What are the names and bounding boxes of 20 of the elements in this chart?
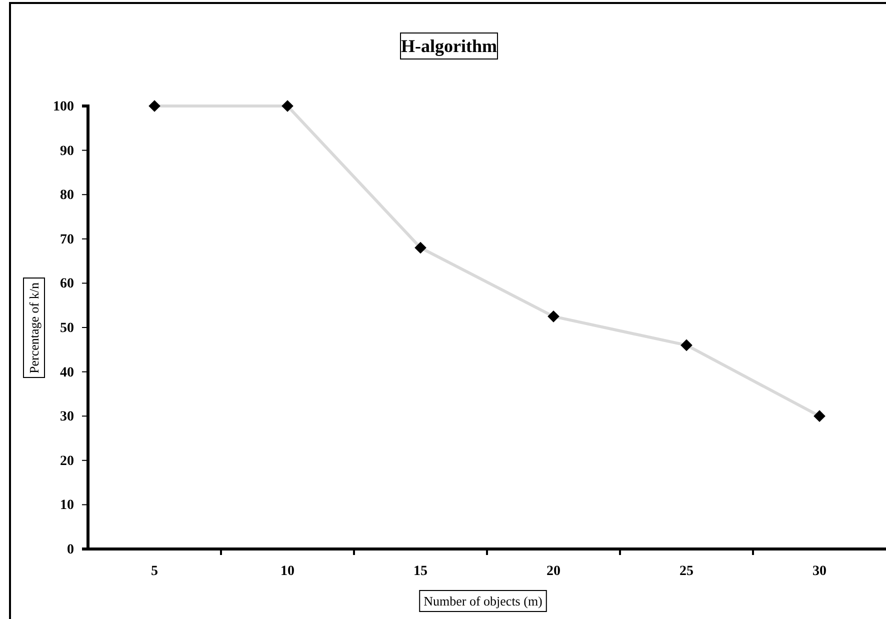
x-tick-label: 5 [151, 564, 158, 579]
x-tick-label: 25 [680, 564, 694, 579]
x-axis-title: Number of objects (m) [424, 594, 542, 608]
x-tick-label: 15 [414, 564, 428, 579]
y-tick-label: 10 [60, 498, 74, 514]
y-tick-label: 0 [67, 542, 74, 558]
y-tick-label: 70 [60, 232, 74, 248]
y-tick-label: 90 [60, 144, 74, 159]
y-tick-label: 100 [53, 99, 74, 114]
y-axis-title: Percentage of k/n [26, 282, 42, 374]
y-tick-label: 60 [60, 276, 74, 292]
y-tick-label: 40 [60, 365, 74, 380]
y-tick-label: 30 [60, 410, 74, 425]
x-tick-label: 30 [812, 564, 826, 579]
x-tick-label: 20 [546, 564, 560, 579]
y-tick-label: 50 [60, 320, 74, 336]
y-tick-label: 20 [60, 454, 74, 469]
x-tick-label: 10 [280, 564, 294, 579]
y-tick-label: 80 [60, 188, 74, 204]
chart-title: H-algorithm [401, 36, 497, 56]
